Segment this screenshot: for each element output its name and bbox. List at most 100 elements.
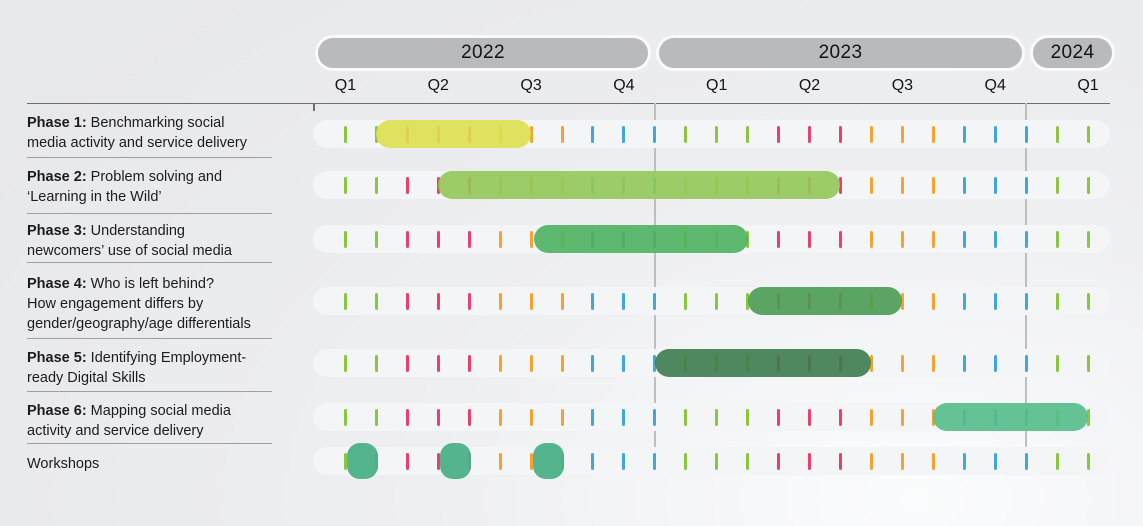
month-tick [1086,408,1090,426]
month-tick [931,452,935,470]
month-tick [343,230,347,248]
month-tick [838,230,842,248]
month-tick [1024,125,1028,143]
month-tick [838,176,842,194]
month-tick [993,452,997,470]
row-label-line: newcomers’ use of social media [27,243,232,259]
month-tick [591,292,595,310]
month-tick [529,292,533,310]
year-divider-line [1025,103,1028,468]
month-tick [467,292,471,310]
workshop-marker [439,443,471,479]
month-tick [653,125,657,143]
quarter-label-2024-q1: Q1 [1077,77,1099,94]
month-tick [962,125,966,143]
month-tick [838,452,842,470]
month-tick [808,452,812,470]
quarter-label-2022-q4: Q4 [613,77,635,94]
row-separator [27,442,272,444]
month-tick [560,408,564,426]
timeline-track [313,287,1110,315]
month-tick [1086,125,1090,143]
month-tick [436,408,440,426]
month-tick [900,408,904,426]
row-label-line: Phase 5: Identifying Employment- [27,350,247,366]
month-tick [838,408,842,426]
quarter-label-2022-q1: Q1 [334,77,357,94]
month-tick [1055,292,1059,310]
month-tick [343,354,347,372]
month-tick [653,408,657,426]
month-tick [622,125,626,143]
row-separator [27,212,272,214]
month-tick [777,408,781,426]
row-label-phase-2: Phase 2: Problem solving and ‘Learning in… [27,167,222,207]
row-label-line: Phase 6: Mapping social media [27,403,231,419]
month-tick [993,125,997,143]
month-tick [993,176,997,194]
month-tick [1086,452,1090,470]
quarter-label-2022-q3: Q3 [520,77,542,94]
month-tick [622,408,626,426]
month-tick [467,408,471,426]
month-tick [343,408,347,426]
month-tick [374,292,378,310]
row-label-phase-1: Phase 1: Benchmarking social media activi… [27,113,247,153]
month-tick [962,176,966,194]
quarter-label-2023-q2: Q2 [798,77,821,94]
month-tick [405,452,409,470]
month-tick [931,354,935,372]
month-tick [498,230,502,248]
row-label-line: activity and service delivery [27,423,204,439]
workshop-marker [346,443,378,479]
month-tick [529,354,533,372]
row-separator [27,390,272,392]
month-tick [529,408,533,426]
month-tick [436,230,440,248]
axis-start-tick [313,103,315,111]
month-tick [1086,176,1090,194]
month-tick [808,125,812,143]
row-label-line: gender/geography/age differentials [27,316,251,332]
year-divider-line [653,103,656,468]
month-tick [808,408,812,426]
month-tick [405,230,409,248]
month-tick [343,125,347,143]
quarter-label-2023-q3: Q3 [891,77,914,94]
month-tick [436,292,440,310]
row-label-line: Workshops [27,456,100,472]
month-tick [405,408,409,426]
year-pill-2023: 2023 [659,38,1022,68]
month-tick [746,408,750,426]
row-label-phase-6: Phase 6: Mapping social media activity an… [27,401,231,441]
quarter-label-2023-q1: Q1 [706,77,728,94]
month-tick [405,176,409,194]
month-tick [467,354,471,372]
month-tick [498,354,502,372]
month-tick [436,354,440,372]
month-tick [808,230,812,248]
month-tick [591,408,595,426]
month-tick [498,452,502,470]
month-tick [591,354,595,372]
month-tick [900,452,904,470]
month-tick [529,125,533,143]
month-tick [746,125,750,143]
month-tick [498,408,502,426]
month-tick [622,354,626,372]
quarter-label-2022-q2: Q2 [427,77,449,94]
month-tick [869,354,873,372]
row-label-line: Phase 4: Who is left behind? [27,276,215,292]
month-tick [1055,354,1059,372]
month-tick [591,125,595,143]
month-tick [715,125,719,143]
month-tick [529,452,533,470]
gantt-bar-phase-1 [376,120,532,148]
month-tick [715,292,719,310]
gantt-bar-phase-6 [933,403,1088,431]
quarter-label-2023-q4: Q4 [984,77,1006,94]
month-tick [869,452,873,470]
gantt-bar-phase-5 [654,349,872,377]
row-label-line: Phase 1: Benchmarking social [27,115,225,131]
month-tick [560,125,564,143]
